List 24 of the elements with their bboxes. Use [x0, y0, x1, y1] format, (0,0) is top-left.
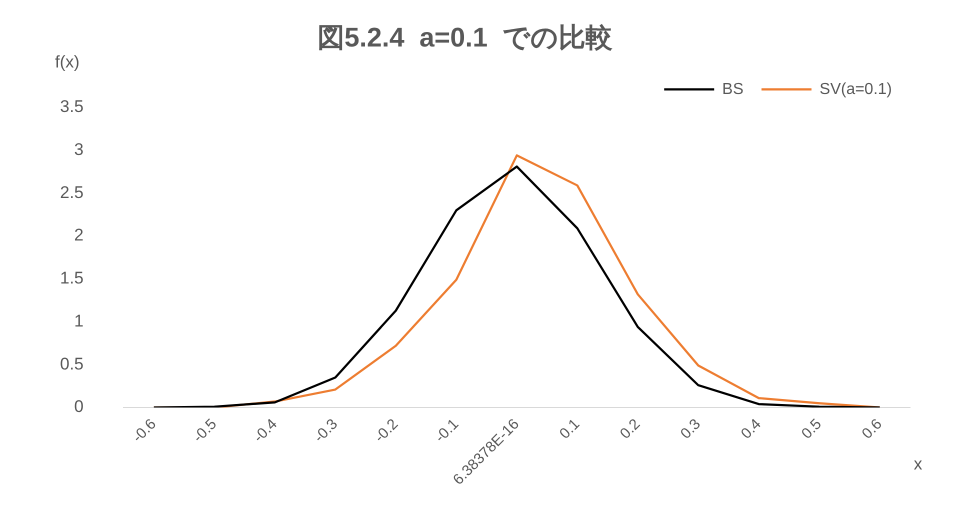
y-tick-label: 3.5: [60, 97, 84, 116]
x-tick-label: -0.3: [310, 416, 342, 446]
x-tick-label: 0.3: [677, 416, 704, 442]
x-tick-label: 0.6: [858, 416, 886, 442]
y-tick-label: 0: [74, 397, 84, 416]
x-tick-label: 0.2: [616, 416, 644, 442]
y-tick-label: 0.5: [60, 354, 84, 374]
y-tick-label: 3: [74, 140, 84, 159]
x-tick-label: -0.6: [129, 416, 160, 446]
x-axis-title: x: [914, 454, 923, 474]
x-tick-label: 0.4: [738, 416, 765, 442]
legend-label: SV(a=0.1): [820, 80, 892, 98]
x-tick-label: -0.4: [250, 416, 281, 446]
legend-label: BS: [722, 80, 744, 98]
chart-title: 図5.2.4 a=0.1 での比較: [317, 22, 614, 53]
y-axis-title: f(x): [55, 52, 80, 72]
x-tick-label: 0.1: [556, 416, 584, 442]
y-tick-label: 2: [74, 226, 84, 245]
y-tick-label: 1: [74, 311, 84, 330]
x-tick-label: -0.2: [371, 416, 402, 446]
y-tick-label: 2.5: [60, 182, 84, 202]
x-tick-label: -0.5: [190, 416, 220, 446]
x-tick-label: 0.5: [798, 416, 826, 442]
y-tick-label: 1.5: [60, 268, 84, 288]
